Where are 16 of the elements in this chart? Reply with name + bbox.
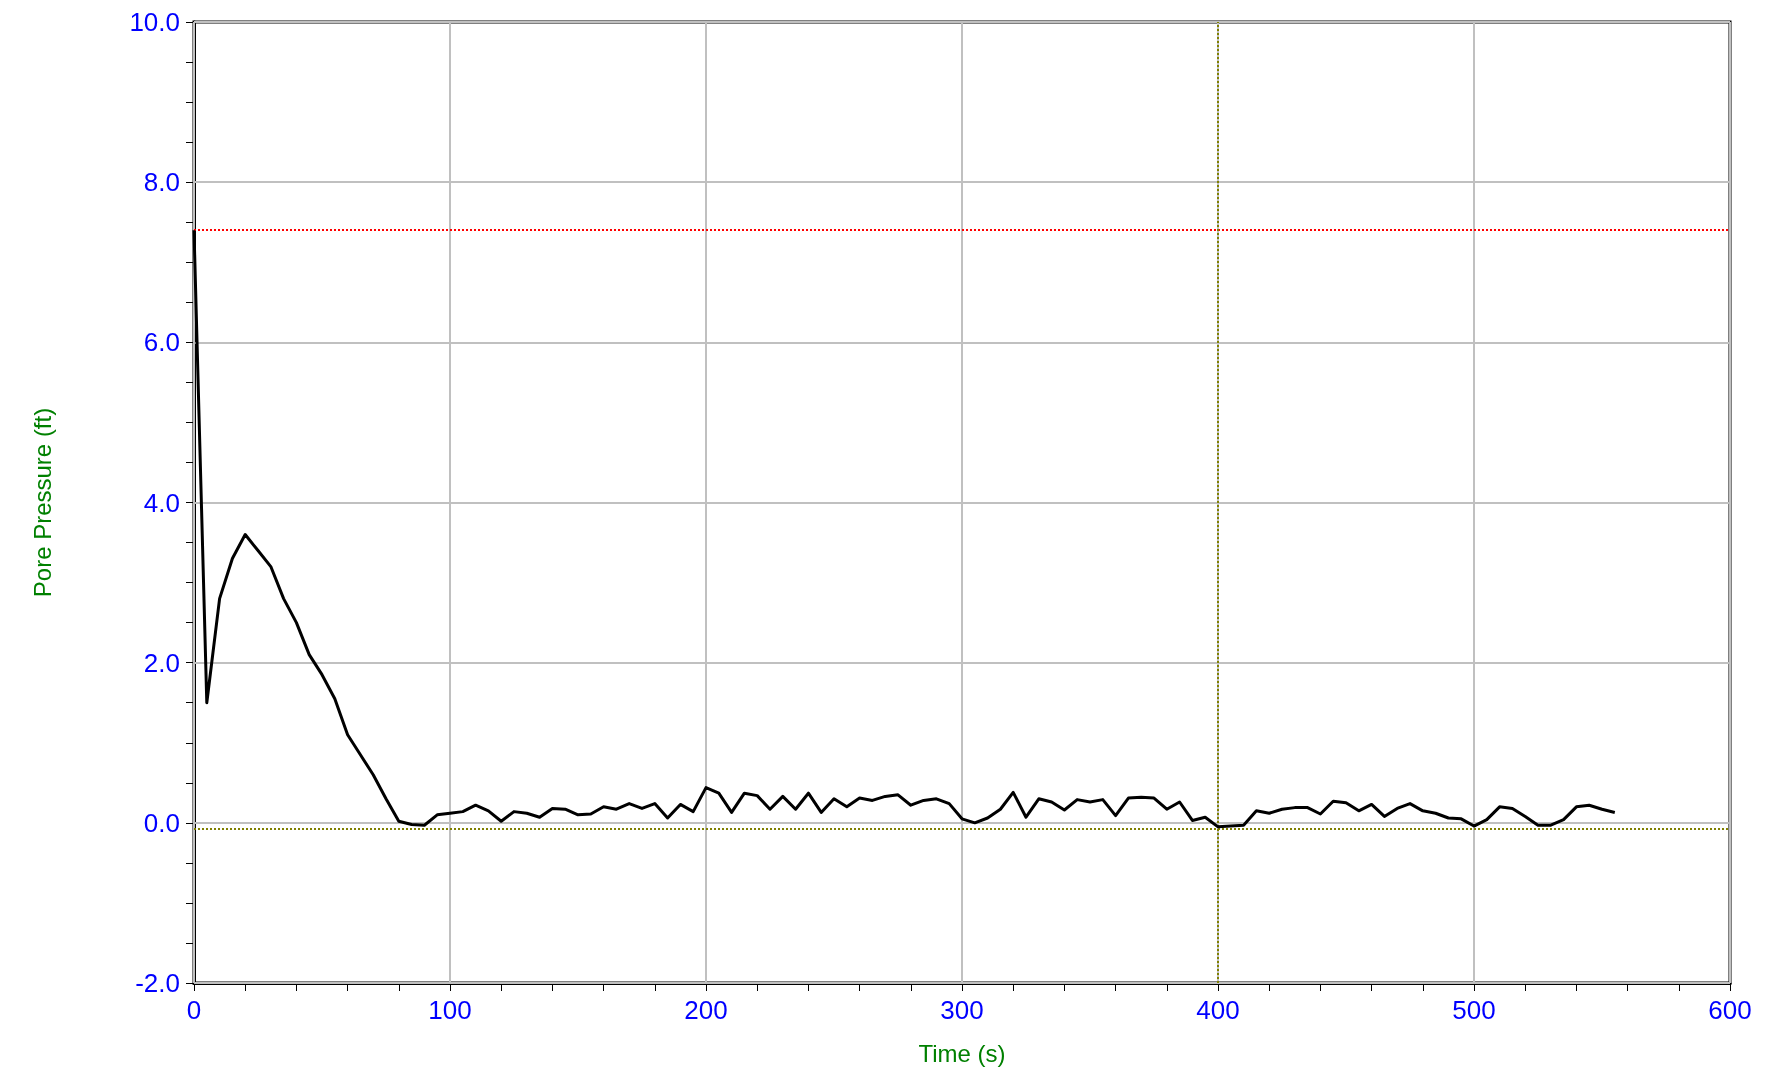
y-tick-label: 8.0 — [143, 167, 180, 198]
x-tick-label: 400 — [1196, 995, 1240, 1025]
x-axis-title: Time (s) — [918, 1039, 1006, 1067]
x-tick-label: 100 — [428, 995, 472, 1025]
x-tick-label: 300 — [940, 995, 984, 1025]
y-axis-title: Pore Pressure (ft) — [28, 407, 56, 598]
y-tick-label: 6.0 — [143, 327, 180, 358]
x-tick-label: 500 — [1452, 995, 1496, 1025]
x-tick-label: 600 — [1708, 995, 1752, 1025]
y-tick-label: 0.0 — [143, 807, 180, 838]
y-tick-label: 10.0 — [129, 7, 180, 37]
y-tick-label: -2.0 — [135, 968, 180, 998]
y-tick-label: 2.0 — [143, 647, 180, 678]
x-tick-label: 200 — [684, 995, 728, 1025]
y-tick-label: 4.0 — [143, 487, 180, 518]
x-tick-label: 0 — [186, 995, 202, 1025]
